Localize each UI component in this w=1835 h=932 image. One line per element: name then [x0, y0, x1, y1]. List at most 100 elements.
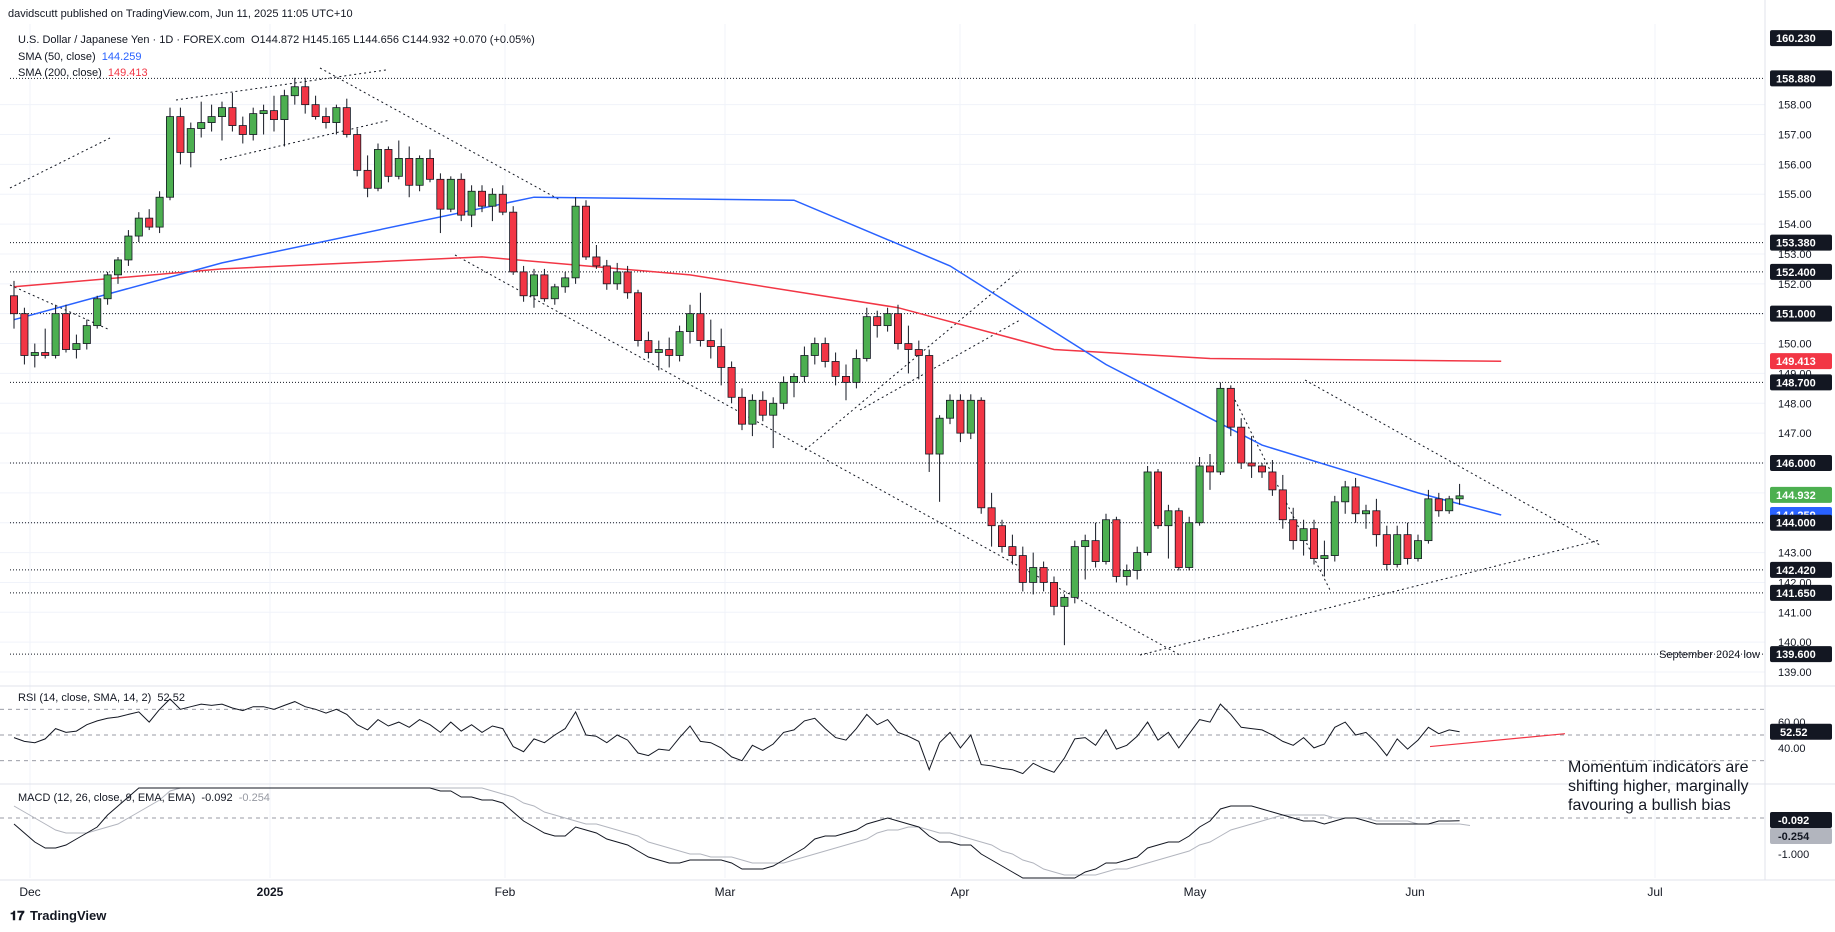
candle-body [1393, 534, 1402, 565]
candle-body [686, 313, 695, 333]
candle-body [238, 125, 247, 135]
candle-body [342, 107, 351, 135]
candle-body [155, 196, 164, 228]
ohlc-values: O144.872 H145.165 L144.656 C144.932 +0.0… [250, 34, 535, 46]
price-label: 158.880 [1776, 73, 1816, 85]
time-tick: Feb [495, 885, 516, 899]
price-label: 153.380 [1776, 238, 1816, 250]
tradingview-logo[interactable]: 𝟏𝟕 TradingView [10, 908, 106, 924]
trend-line [859, 319, 1021, 411]
trend-line [1139, 539, 1601, 656]
candle-body [165, 116, 174, 198]
sma50-legend[interactable]: SMA (50, close) 144.259 [18, 51, 142, 63]
price-label-bg [1770, 353, 1832, 370]
macd-legend[interactable]: MACD (12, 26, close, 9, EMA, EMA) -0.092… [18, 792, 270, 804]
candle-body [145, 217, 154, 228]
price-label-bg [1770, 514, 1832, 531]
rsi-trend-line [1429, 733, 1566, 748]
candle-body [290, 86, 299, 97]
price-label-bg [1770, 584, 1832, 601]
candle-body [373, 149, 382, 189]
macd-label: MACD (12, 26, close, 9, EMA, EMA) [18, 792, 196, 804]
footer-text: TradingView [30, 908, 107, 923]
candle-body [321, 116, 330, 123]
candle-body [1133, 552, 1142, 571]
price-label: 139.600 [1776, 649, 1816, 661]
candle-body [966, 399, 975, 434]
candle-body [1050, 582, 1059, 607]
candle-body [301, 86, 310, 106]
price-axis[interactable]: 139.00140.00141.00142.00143.00144.00145.… [1770, 30, 1832, 861]
price-tick: 147.00 [1778, 428, 1812, 440]
macd-value: -0.092 [201, 792, 233, 804]
candle-body [1174, 510, 1183, 568]
candle-body [738, 396, 747, 425]
candle-body [457, 178, 466, 216]
price-tick: 158.00 [1778, 100, 1812, 112]
candle-body [810, 343, 819, 356]
time-tick: Apr [951, 885, 970, 899]
trend-line [319, 67, 561, 201]
candle-body [82, 325, 91, 344]
sma200-legend[interactable]: SMA (200, close) 149.413 [18, 67, 148, 79]
candle-body [634, 292, 643, 341]
candle-body [946, 399, 955, 419]
candle-body [894, 313, 903, 344]
sma50-value: 144.259 [101, 51, 142, 63]
candle-body [748, 399, 757, 425]
rsi-label: RSI (14, close, SMA, 14, 2) [18, 692, 152, 704]
price-label: 146.000 [1776, 458, 1816, 470]
price-label-bg [1770, 234, 1832, 251]
candle-body [249, 113, 258, 135]
candle-body [998, 525, 1007, 548]
candle-body [779, 381, 788, 404]
candle-body [20, 313, 29, 356]
candle-body [467, 190, 476, 216]
candle-body [217, 107, 226, 117]
candle-body [1060, 596, 1069, 607]
candle-body [1122, 570, 1131, 577]
candle-body [1424, 498, 1433, 542]
trend-line [1304, 379, 1601, 546]
candle-body [821, 343, 830, 362]
time-axis[interactable]: Dec 2025 Feb Mar Apr May Jun Jul [19, 885, 1662, 899]
price-label: 144.000 [1776, 518, 1816, 530]
candle-body [41, 352, 50, 356]
price-label-bg [1770, 646, 1832, 663]
candle-body [602, 265, 611, 285]
price-tick: 150.00 [1778, 339, 1812, 351]
price-tick: 152.00 [1778, 279, 1812, 291]
candle-body [561, 277, 570, 288]
symbol-title: U.S. Dollar / Japanese Yen · 1D · FOREX.… [18, 34, 245, 46]
candle-body [758, 399, 767, 416]
candle-body [665, 349, 674, 356]
candle-body [727, 367, 736, 398]
candle-body [30, 352, 39, 356]
candle-body [935, 417, 944, 455]
price-label: 160.230 [1776, 33, 1816, 45]
candle-body [1112, 519, 1121, 577]
momentum-note: Momentum indicators are shifting higher,… [1568, 759, 1749, 814]
candle-body [1372, 510, 1381, 536]
price-tick: 141.00 [1778, 607, 1812, 619]
candle-body [51, 313, 60, 356]
candle-body [1341, 486, 1350, 503]
sma50-line [13, 196, 1502, 516]
rsi-legend[interactable]: RSI (14, close, SMA, 14, 2) 52.52 [18, 692, 185, 704]
candle-body [1226, 387, 1235, 428]
candle-body [1164, 510, 1173, 527]
candle-body [1102, 519, 1111, 562]
candle-body [509, 211, 518, 273]
candle-body [269, 110, 278, 120]
candle-body [332, 107, 341, 123]
candle-body [790, 375, 799, 383]
candle-body [228, 107, 237, 126]
candle-body [446, 178, 455, 210]
candle-body [1206, 465, 1215, 473]
candle-body [956, 399, 965, 434]
candle-body [477, 190, 486, 207]
candle-body [1039, 567, 1048, 583]
price-label: 141.650 [1776, 588, 1816, 600]
candle-body [488, 193, 497, 207]
